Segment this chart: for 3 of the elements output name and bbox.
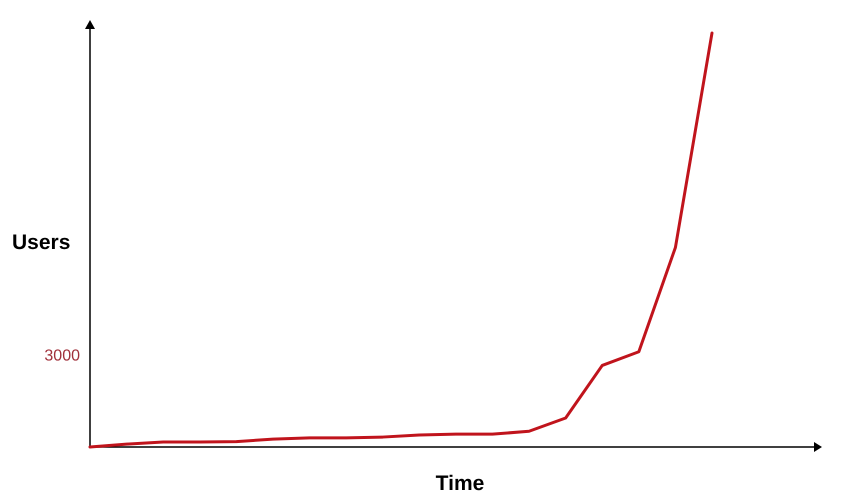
x-axis-title: Time <box>436 472 484 495</box>
annotation: 3000 <box>44 348 80 365</box>
y-axis-title: Users <box>12 231 70 254</box>
